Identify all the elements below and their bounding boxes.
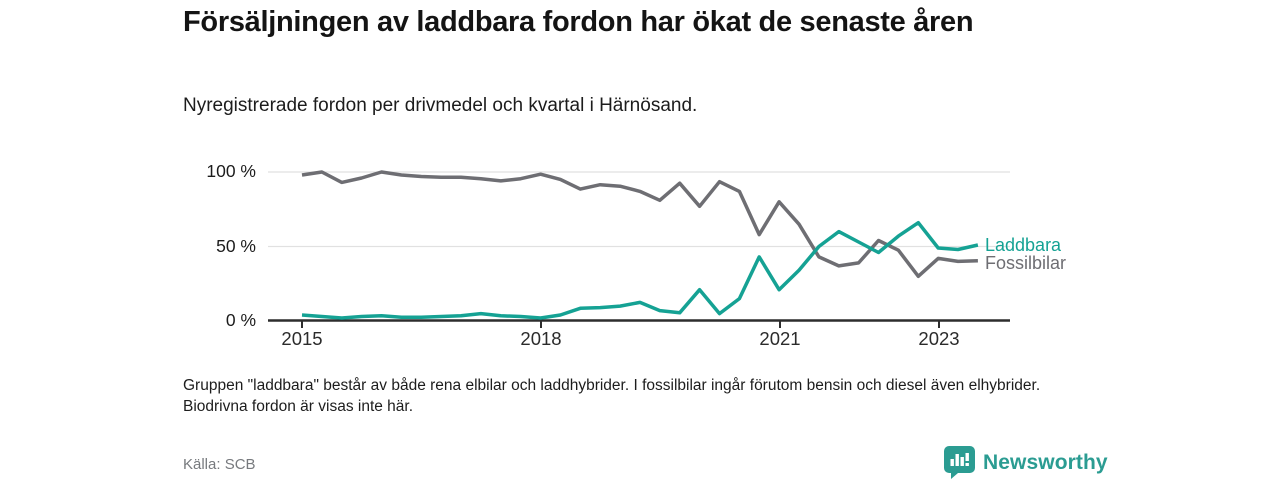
newsworthy-logo-text: Newsworthy	[983, 450, 1108, 474]
y-tick-0: 0 %	[225, 310, 256, 330]
legend-fossilbilar: Fossilbilar	[985, 253, 1067, 273]
laddbara-line	[301, 220, 979, 320]
chart-subtitle: Nyregistrerade fordon per drivmedel och …	[183, 95, 698, 116]
x-tick-2023: 2023	[918, 328, 960, 349]
y-tick-100: 100 %	[206, 161, 256, 181]
fossilbilar-line	[301, 170, 978, 279]
newsworthy-logo: Newsworthy	[944, 446, 1108, 479]
x-tick-2021: 2021	[759, 328, 801, 349]
source-label: Källa: SCB	[183, 456, 256, 473]
y-tick-50: 50 %	[216, 236, 256, 256]
chart-title: Försäljningen av laddbara fordon har öka…	[183, 6, 974, 38]
chart-footnote: Gruppen "laddbara" består av både rena e…	[183, 377, 1041, 416]
legend-laddbara: Laddbara	[985, 235, 1062, 255]
x-tick-2015: 2015	[281, 328, 323, 349]
newsworthy-icon	[944, 446, 975, 479]
x-tick-2018: 2018	[520, 328, 562, 349]
